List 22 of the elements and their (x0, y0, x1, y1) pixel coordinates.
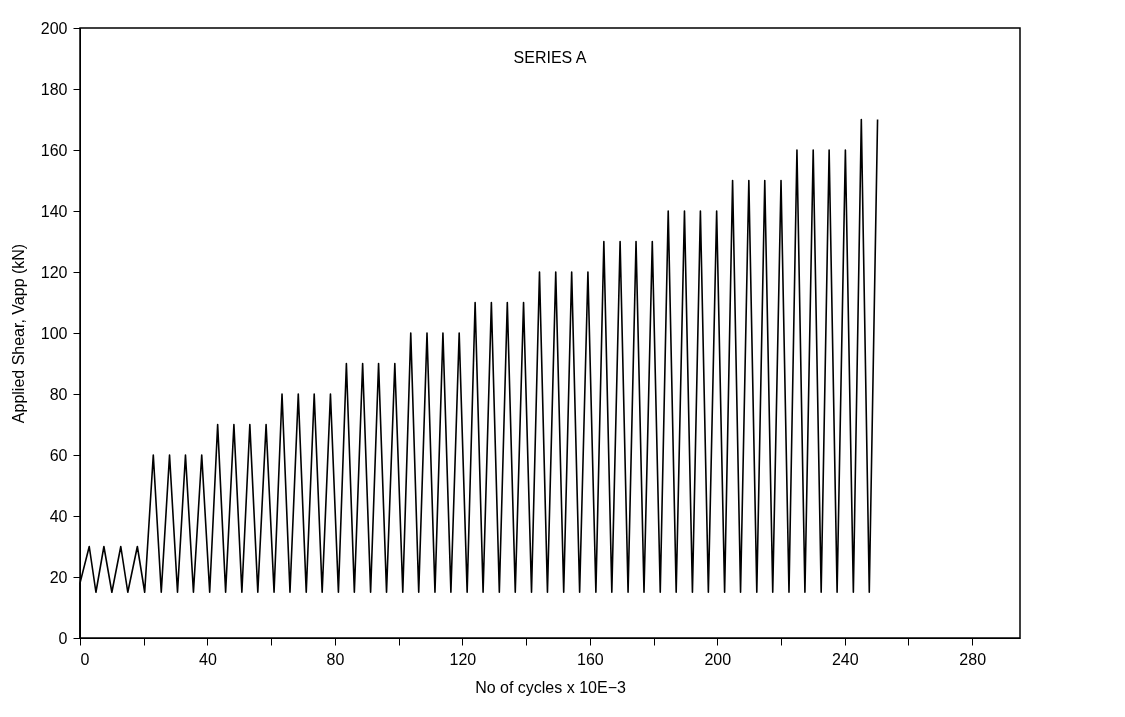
y-axis-title: Applied Shear, Vapp (kN) (9, 243, 27, 424)
x-tick-label: 40 (199, 650, 217, 668)
x-axis-title: No of cycles x 10E−3 (475, 678, 626, 696)
x-tick-label: 160 (576, 650, 604, 668)
x-tick-label: 80 (326, 650, 345, 668)
y-tick-label: 160 (40, 141, 68, 159)
x-tick-label: 240 (831, 650, 859, 668)
x-tick-label: 280 (959, 650, 987, 668)
y-tick-label: 140 (40, 202, 68, 220)
y-tick-label: 0 (58, 629, 68, 647)
y-tick-label: 120 (40, 263, 68, 281)
y-tick-label: 180 (40, 80, 68, 98)
x-tick-label: 120 (449, 650, 477, 668)
y-tick-label: 200 (40, 19, 68, 37)
y-tick-label: 60 (49, 446, 68, 464)
x-tick-label: 200 (704, 650, 732, 668)
y-tick-label: 80 (49, 385, 68, 403)
annotation: SERIES A (513, 49, 587, 66)
y-tick-label: 40 (49, 507, 68, 525)
y-tick-label: 100 (40, 324, 68, 342)
y-tick-label: 20 (49, 568, 68, 586)
x-tick-label: 0 (80, 650, 90, 668)
